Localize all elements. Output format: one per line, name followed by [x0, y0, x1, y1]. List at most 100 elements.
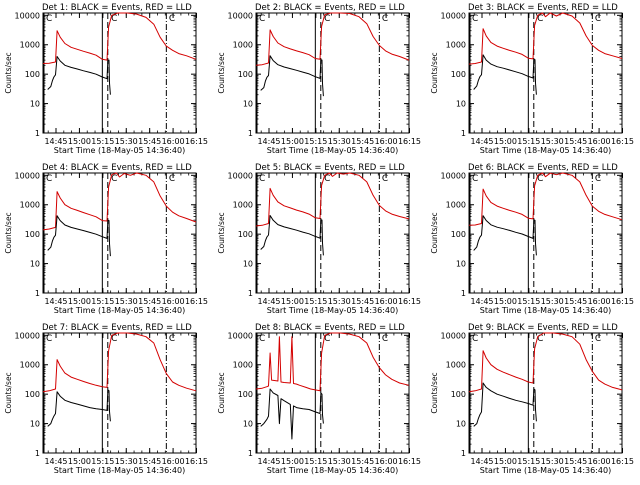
- x-tick-label: 15:15: [304, 297, 327, 306]
- x-tick-label: 16:00: [588, 137, 611, 146]
- x-tick-label: 16:00: [162, 137, 185, 146]
- y-tick-label: 10: [243, 420, 253, 429]
- y-tick-label: 1000: [20, 201, 40, 210]
- y-tick-label: 10000: [441, 171, 466, 180]
- flag-marker: C: [111, 334, 117, 344]
- lld-series-line: [255, 12, 410, 66]
- panel-title: Det 7: BLACK = Events, RED = LLD: [42, 323, 192, 333]
- detector-panel-3: Det 3: BLACK = Events, RED = LLD 1 10 100 10…: [430, 3, 634, 155]
- flag-marker: C: [472, 14, 478, 24]
- lld-series-line: [42, 172, 197, 231]
- y-tick-label: 10: [456, 100, 466, 109]
- detector-panel-5: Det 5: BLACK = Events, RED = LLD 1 10 100 10…: [217, 163, 421, 315]
- x-tick-label: 16:15: [398, 137, 421, 146]
- x-tick-label: 14:45: [470, 137, 493, 146]
- x-tick-label: 15:30: [115, 297, 138, 306]
- flag-marker: C: [259, 14, 265, 24]
- panel-title: Det 9: BLACK = Events, RED = LLD: [468, 323, 618, 333]
- y-axis-label: Counts/sec: [430, 52, 439, 93]
- x-axis-label: Start Time (18-May-05 14:36:40): [480, 306, 611, 315]
- y-tick-label: 100: [238, 70, 253, 79]
- flag-marker: C: [537, 334, 543, 344]
- x-tick-label: 16:00: [375, 457, 398, 466]
- y-axis-label: Counts/sec: [4, 212, 13, 253]
- flag-marker: C: [46, 14, 52, 24]
- x-tick-label: 15:30: [328, 457, 351, 466]
- x-tick-label: 15:45: [564, 457, 587, 466]
- lld-series-line: [468, 332, 623, 393]
- y-tick-label: 100: [451, 70, 466, 79]
- lld-series-line: [42, 12, 197, 64]
- x-tick-label: 14:45: [470, 457, 493, 466]
- x-tick-label: 15:30: [328, 297, 351, 306]
- x-tick-label: 16:00: [162, 297, 185, 306]
- events-series-line: [473, 54, 537, 95]
- x-axis-label: Start Time (18-May-05 14:36:40): [54, 146, 185, 155]
- y-axis-label: Counts/sec: [217, 372, 226, 413]
- panel-title: Det 2: BLACK = Events, RED = LLD: [255, 3, 405, 13]
- y-tick-label: 100: [25, 70, 40, 79]
- flag-marker: C: [595, 334, 601, 344]
- x-tick-label: 15:00: [68, 457, 91, 466]
- events-series-line: [47, 389, 111, 427]
- x-tick-label: 15:00: [494, 137, 517, 146]
- y-tick-label: 10000: [15, 331, 40, 340]
- x-tick-label: 16:15: [611, 137, 634, 146]
- detector-panel-8: Det 8: BLACK = Events, RED = LLD 1 10 100 10…: [217, 323, 421, 475]
- events-series-line: [47, 56, 111, 95]
- x-tick-label: 16:15: [611, 457, 634, 466]
- x-tick-label: 15:00: [68, 137, 91, 146]
- x-tick-label: 15:45: [351, 137, 374, 146]
- y-tick-label: 10: [30, 420, 40, 429]
- x-tick-label: 16:00: [375, 297, 398, 306]
- detector-panel-6: Det 6: BLACK = Events, RED = LLD 1 10 100 10…: [430, 163, 634, 315]
- y-tick-label: 10: [456, 260, 466, 269]
- flag-marker: C: [46, 334, 52, 344]
- lld-series-line: [468, 172, 623, 226]
- y-tick-label: 1000: [20, 361, 40, 370]
- x-axis-label: Start Time (18-May-05 14:36:40): [54, 466, 185, 475]
- plot-frame: [255, 172, 410, 294]
- y-tick-label: 1000: [446, 201, 466, 210]
- plot-frame: [468, 332, 623, 454]
- y-tick-label: 1000: [233, 201, 253, 210]
- events-series-line: [260, 388, 324, 440]
- x-tick-label: 15:00: [281, 297, 304, 306]
- plot-frame: [42, 172, 197, 294]
- panel-title: Det 3: BLACK = Events, RED = LLD: [468, 3, 618, 13]
- x-tick-label: 14:45: [470, 297, 493, 306]
- x-tick-label: 16:00: [588, 457, 611, 466]
- x-tick-label: 15:00: [494, 457, 517, 466]
- y-tick-label: 10000: [228, 171, 253, 180]
- panel-title: Det 4: BLACK = Events, RED = LLD: [42, 163, 192, 173]
- x-axis-label: Start Time (18-May-05 14:36:40): [480, 146, 611, 155]
- lld-series-line: [468, 12, 623, 65]
- plot-frame: [255, 12, 410, 134]
- panel-title: Det 5: BLACK = Events, RED = LLD: [255, 163, 405, 173]
- x-tick-label: 14:45: [257, 297, 280, 306]
- x-tick-label: 15:15: [517, 137, 540, 146]
- y-tick-label: 100: [451, 390, 466, 399]
- flag-marker: C: [595, 14, 601, 24]
- flag-marker: C: [111, 14, 117, 24]
- x-tick-label: 14:45: [44, 457, 67, 466]
- x-tick-label: 15:15: [304, 457, 327, 466]
- x-tick-label: 16:15: [398, 297, 421, 306]
- y-tick-label: 1: [248, 449, 253, 458]
- x-tick-label: 16:15: [185, 457, 208, 466]
- flag-marker: C: [259, 174, 265, 184]
- x-tick-label: 16:15: [185, 137, 208, 146]
- y-tick-label: 1000: [233, 361, 253, 370]
- x-tick-label: 15:00: [68, 297, 91, 306]
- y-tick-label: 1000: [446, 41, 466, 50]
- y-tick-label: 100: [25, 390, 40, 399]
- detector-panel-1: Det 1: BLACK = Events, RED = LLD 1 10 100 10…: [4, 3, 208, 155]
- x-tick-label: 16:15: [185, 297, 208, 306]
- events-series-line: [47, 215, 111, 257]
- x-axis-label: Start Time (18-May-05 14:36:40): [480, 466, 611, 475]
- detector-panel-4: Det 4: BLACK = Events, RED = LLD 1 10 100 10…: [4, 163, 208, 315]
- y-axis-label: Counts/sec: [4, 372, 13, 413]
- detector-panel-7: Det 7: BLACK = Events, RED = LLD 1 10 100 10…: [4, 323, 208, 475]
- x-tick-label: 15:45: [351, 457, 374, 466]
- flag-marker: C: [324, 334, 330, 344]
